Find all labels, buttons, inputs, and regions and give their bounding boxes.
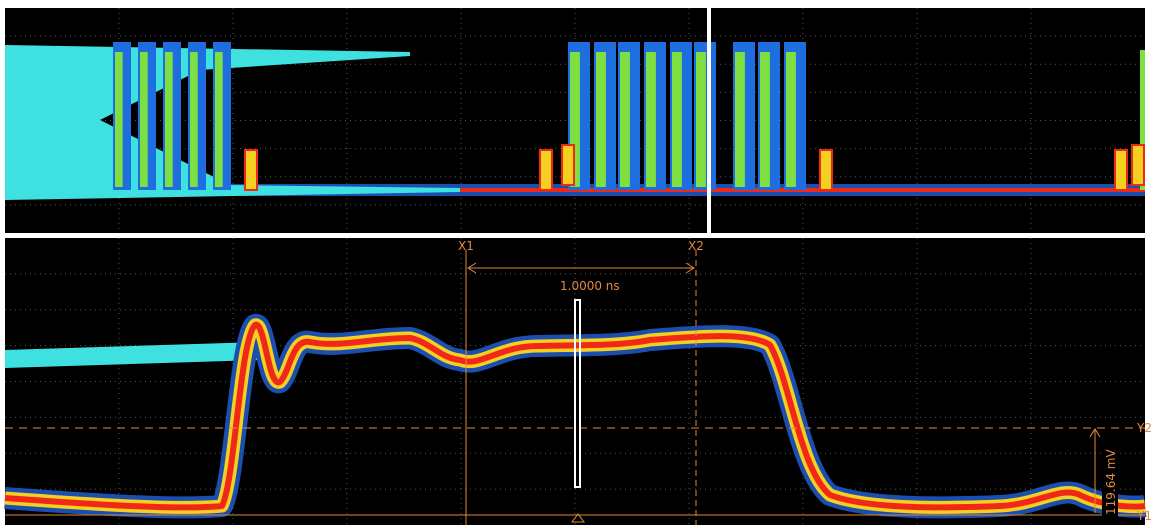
burst (190, 52, 198, 187)
page: X1 X2 1.0000 ns Y2 Y1 119.64 mV (() => {… (0, 0, 1151, 525)
burst (620, 52, 630, 187)
pulse (1132, 145, 1144, 185)
delta-x-readout: 1.0000 ns (560, 279, 620, 293)
cursor-x1-label: X1 (458, 239, 474, 253)
cursor-y2-label: Y2 (1136, 421, 1151, 435)
burst (760, 52, 770, 187)
delta-y-readout: 119.64 mV (1104, 449, 1118, 515)
cursor-x2-label: X2 (688, 239, 704, 253)
burst (215, 52, 223, 187)
pulse (1115, 150, 1127, 190)
burst (672, 52, 682, 187)
burst (165, 52, 173, 187)
pulse (820, 150, 832, 190)
pulse (562, 145, 574, 185)
burst (735, 52, 745, 187)
burst (646, 52, 656, 187)
cursor-y1-label: Y1 (1136, 509, 1151, 523)
burst (140, 52, 148, 187)
pulse (245, 150, 257, 190)
burst (696, 52, 706, 187)
burst (115, 52, 123, 187)
burst (786, 52, 796, 187)
pulse (540, 150, 552, 190)
scope-screen: X1 X2 1.0000 ns Y2 Y1 119.64 mV (0, 0, 1151, 525)
zoom-marker (707, 8, 711, 233)
burst (596, 52, 606, 187)
